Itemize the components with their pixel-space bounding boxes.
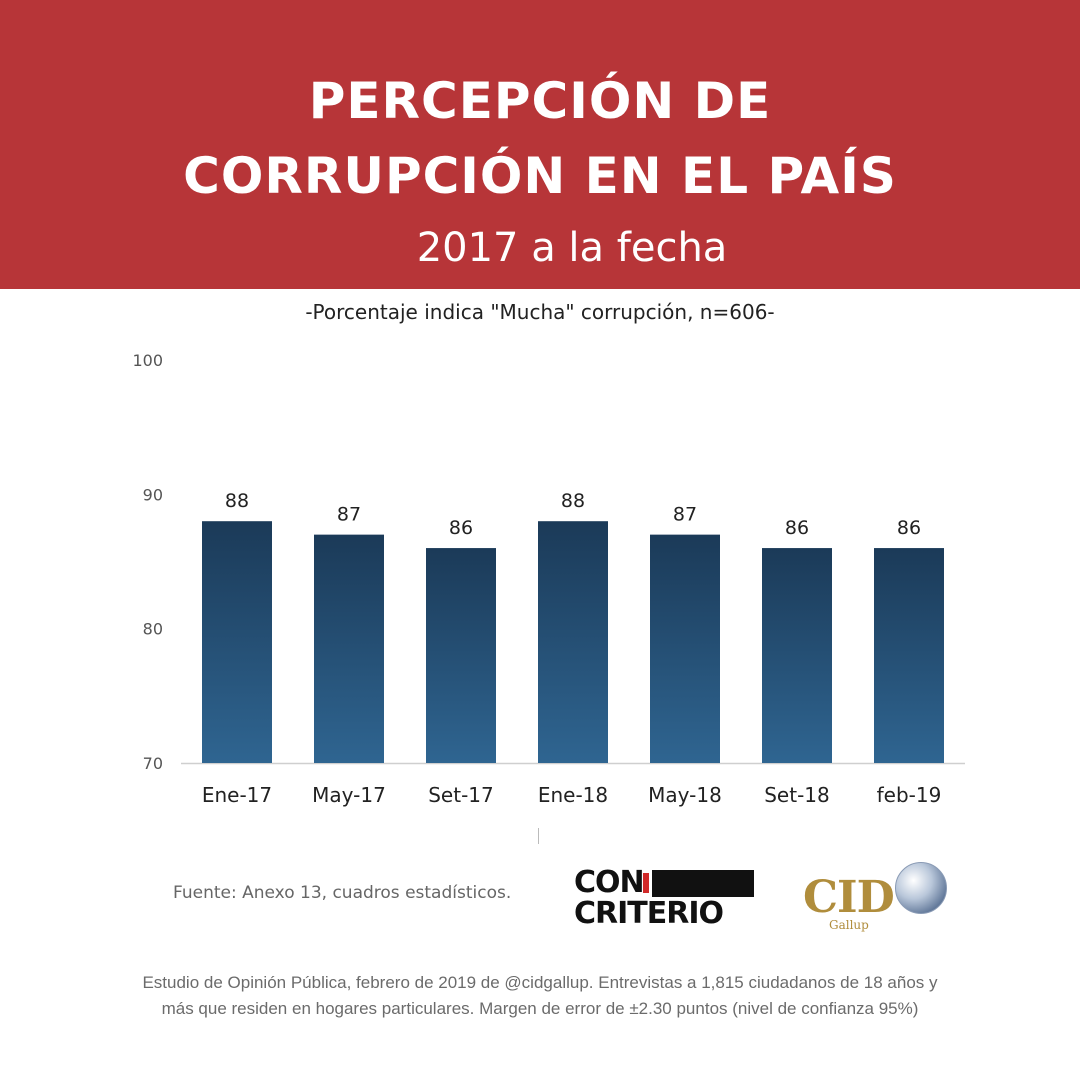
x-tick-label: feb-19 xyxy=(877,783,942,807)
con-logo-word: CON xyxy=(574,865,645,900)
data-label: 88 xyxy=(561,490,585,512)
x-tick-label: May-18 xyxy=(648,783,722,807)
con-logo-bar xyxy=(652,870,754,897)
x-tick-label: Ene-18 xyxy=(538,783,608,807)
cid-gallup-logo: CID Gallup xyxy=(803,862,948,934)
con-logo-accent xyxy=(643,873,649,893)
data-label: 86 xyxy=(897,517,921,539)
criterio-logo-word: CRITERIO xyxy=(574,896,724,931)
con-criterio-logo: CON CRITERIO xyxy=(574,865,754,931)
footer-note: Estudio de Opinión Pública, febrero de 2… xyxy=(0,970,1080,1022)
y-tick-label: 70 xyxy=(143,754,163,773)
footer-line-1: Estudio de Opinión Pública, febrero de 2… xyxy=(142,973,938,992)
bar-set-17 xyxy=(426,548,496,763)
source-note: Fuente: Anexo 13, cuadros estadísticos. xyxy=(173,883,512,903)
bar-may-18 xyxy=(650,534,720,763)
x-tick-label: Set-18 xyxy=(764,783,830,807)
x-tick-label: May-17 xyxy=(312,783,386,807)
chart-subtitle: -Porcentaje indica "Mucha" corrupción, n… xyxy=(305,300,775,324)
page-title-line-1: PERCEPCIÓN DE xyxy=(308,72,772,130)
footer-line-2: más que residen en hogares particulares.… xyxy=(161,999,919,1018)
bar-set-18 xyxy=(762,548,832,763)
page-title-line-2: CORRUPCIÓN EN EL PAÍS xyxy=(183,147,897,205)
data-label: 87 xyxy=(673,504,697,526)
page-subtitle: 2017 a la fecha xyxy=(416,225,728,271)
data-label: 88 xyxy=(225,490,249,512)
y-tick-label: 90 xyxy=(143,485,163,504)
divider xyxy=(538,828,539,844)
x-tick-label: Ene-17 xyxy=(202,783,272,807)
data-label: 86 xyxy=(785,517,809,539)
bar-feb-19 xyxy=(874,548,944,763)
cid-logo-word: CID xyxy=(803,872,895,923)
bar-ene-17 xyxy=(202,521,272,763)
gallup-logo-word: Gallup xyxy=(829,918,869,932)
title-banner xyxy=(0,0,1080,289)
bar-chart: 70 80 90 100 88 Ene-17 87 May-17 86 Set-17 88 Ene-… xyxy=(132,351,965,807)
bar-may-17 xyxy=(314,534,384,763)
y-tick-label: 80 xyxy=(143,620,163,639)
data-label: 86 xyxy=(449,517,473,539)
y-tick-label: 100 xyxy=(132,351,163,370)
data-label: 87 xyxy=(337,504,361,526)
bar-ene-18 xyxy=(538,521,608,763)
globe-icon xyxy=(895,862,947,914)
x-tick-label: Set-17 xyxy=(428,783,494,807)
